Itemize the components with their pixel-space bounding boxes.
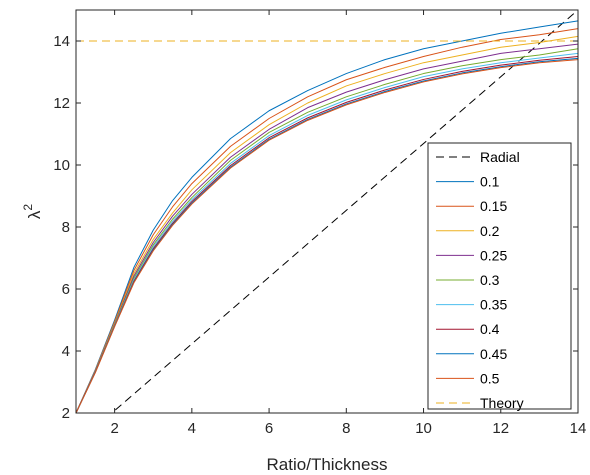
y-tick-label: 14 — [53, 33, 70, 50]
x-tick-label: 14 — [570, 420, 587, 437]
legend-entry-label: 0.15 — [480, 198, 507, 214]
y-axis-label-base: λ — [25, 210, 44, 219]
y-axis-label-exponent: 2 — [21, 204, 35, 211]
x-tick-label: 2 — [110, 420, 118, 437]
x-tick-label: 8 — [342, 420, 350, 437]
y-tick-label: 10 — [53, 157, 70, 174]
y-tick-label: 2 — [62, 405, 70, 422]
plot-area — [76, 10, 578, 413]
x-tick-label: 10 — [415, 420, 432, 437]
y-axis-label: λ2 — [21, 204, 44, 220]
x-tick-label: 6 — [265, 420, 273, 437]
legend-entry-label: 0.35 — [480, 297, 507, 313]
legend-entry-label: 0.4 — [480, 321, 500, 337]
legend-entry-label: Theory — [480, 395, 524, 411]
series-line-2 — [76, 28, 578, 413]
series-line-3 — [76, 35, 578, 413]
series-line-0 — [111, 10, 578, 413]
legend-entry-label: 0.25 — [480, 247, 507, 263]
x-tick-label: 12 — [492, 420, 509, 437]
y-tick-label: 8 — [62, 219, 70, 236]
series-line-4 — [76, 43, 578, 413]
x-tick-label: 4 — [188, 420, 196, 437]
legend-box — [427, 142, 572, 410]
legend-entry-label: 0.1 — [480, 174, 500, 190]
y-tick-label: 4 — [62, 343, 70, 360]
y-tick-label: 12 — [53, 95, 70, 112]
legend-entry-label: 0.2 — [480, 223, 500, 239]
legend-entry-label: 0.45 — [480, 346, 507, 362]
series-line-9 — [76, 59, 578, 413]
legend-entry-label: 0.3 — [480, 272, 500, 288]
x-axis-label: Ratio/Thickness — [267, 455, 388, 474]
legend: Radial 0.1 0.15 0.2 0.25 0.3 0.35 0.4 0.45 0.5 The… — [427, 142, 572, 411]
y-tick-label: 6 — [62, 281, 70, 298]
legend-entry-label: 0.5 — [480, 370, 500, 386]
axes: 2 4 6 8 10 12 14 2 4 6 8 10 12 14 — [53, 9, 587, 437]
axes-box — [75, 9, 579, 414]
series-line-1 — [76, 20, 578, 413]
legend-entry-label: Radial — [480, 149, 520, 165]
